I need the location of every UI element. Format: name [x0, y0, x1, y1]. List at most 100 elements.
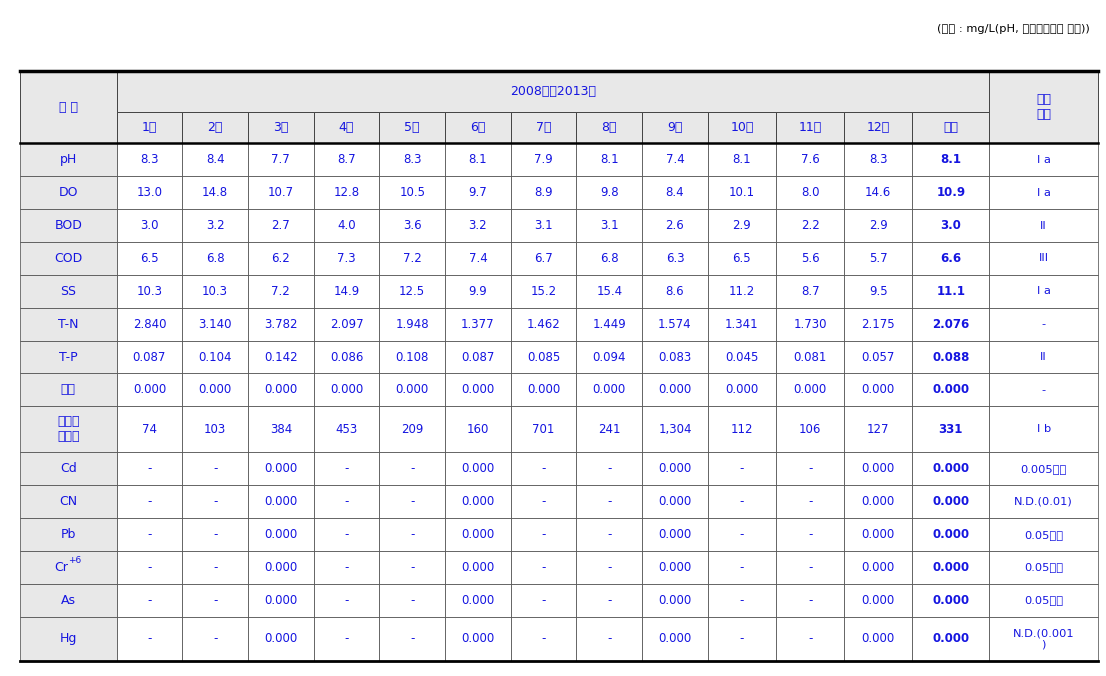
Text: 8.6: 8.6	[666, 285, 685, 297]
Text: 9.9: 9.9	[469, 285, 488, 297]
Bar	[20, 373, 116, 406]
Text: -: -	[807, 496, 812, 508]
Text: 6.7: 6.7	[534, 252, 553, 265]
Text: -: -	[807, 633, 812, 646]
Text: 0.005이하: 0.005이하	[1021, 464, 1067, 474]
Text: 6월: 6월	[470, 121, 486, 135]
Bar	[776, 176, 844, 209]
Text: 0.05이하: 0.05이하	[1024, 596, 1063, 605]
Text: 0.000: 0.000	[658, 594, 691, 607]
Text: 2.2: 2.2	[801, 219, 820, 232]
Bar	[182, 341, 248, 373]
Text: 15.2: 15.2	[531, 285, 556, 297]
Text: 페놀: 페놀	[61, 383, 75, 396]
Text: 106: 106	[799, 423, 822, 436]
Text: Pb: Pb	[61, 528, 76, 541]
Text: -: -	[807, 561, 812, 574]
Text: 127: 127	[867, 423, 889, 436]
Bar	[844, 551, 912, 584]
Bar	[20, 584, 116, 617]
Bar	[912, 209, 989, 242]
Text: 160: 160	[467, 423, 489, 436]
Bar	[844, 341, 912, 373]
Text: 1.377: 1.377	[461, 318, 494, 331]
Bar	[20, 242, 116, 275]
Text: -: -	[344, 496, 348, 508]
Text: 12월: 12월	[867, 121, 890, 135]
Text: 10월: 10월	[730, 121, 753, 135]
Text: T-P: T-P	[59, 351, 77, 364]
Text: 0.000: 0.000	[461, 462, 494, 475]
Text: 14.9: 14.9	[333, 285, 359, 297]
Bar	[445, 617, 511, 661]
Text: 0.000: 0.000	[658, 561, 691, 574]
Bar	[576, 112, 643, 143]
Text: -: -	[213, 594, 217, 607]
Bar	[445, 406, 511, 452]
Bar	[314, 617, 379, 661]
Text: -: -	[410, 633, 415, 646]
Text: 14.6: 14.6	[865, 186, 891, 199]
Bar	[248, 406, 314, 452]
Bar	[379, 143, 445, 176]
Bar	[989, 452, 1098, 485]
Text: 7.2: 7.2	[271, 285, 290, 297]
Bar	[643, 112, 708, 143]
Bar	[844, 143, 912, 176]
Bar	[989, 308, 1098, 341]
Text: -: -	[807, 594, 812, 607]
Text: 3.782: 3.782	[264, 318, 298, 331]
Bar	[379, 518, 445, 551]
Bar	[20, 518, 116, 551]
Bar	[20, 406, 116, 452]
Text: 11월: 11월	[799, 121, 822, 135]
Text: -: -	[542, 633, 545, 646]
Text: 8.1: 8.1	[599, 153, 618, 166]
Text: 0.085: 0.085	[526, 351, 561, 364]
Bar	[182, 308, 248, 341]
Bar	[576, 209, 643, 242]
Text: 2.6: 2.6	[666, 219, 685, 232]
Text: 0.000: 0.000	[658, 496, 691, 508]
Text: 1.341: 1.341	[726, 318, 759, 331]
Bar	[776, 308, 844, 341]
Text: 0.000: 0.000	[133, 383, 166, 396]
Text: 8월: 8월	[602, 121, 617, 135]
Text: SS: SS	[60, 285, 76, 297]
Text: 209: 209	[401, 423, 424, 436]
Text: 7.4: 7.4	[666, 153, 685, 166]
Text: N.D.(0.001
): N.D.(0.001 )	[1013, 628, 1075, 650]
Bar	[248, 242, 314, 275]
Text: 평균: 평균	[943, 121, 958, 135]
Text: 0.000: 0.000	[862, 633, 895, 646]
Text: 0.000: 0.000	[658, 383, 691, 396]
Text: 0.000: 0.000	[264, 462, 298, 475]
Text: +6: +6	[69, 556, 82, 564]
Bar	[379, 584, 445, 617]
Bar	[182, 551, 248, 584]
Text: 1.948: 1.948	[395, 318, 429, 331]
Text: 5월: 5월	[405, 121, 420, 135]
Bar	[511, 341, 576, 373]
Text: 3.1: 3.1	[599, 219, 618, 232]
Bar	[643, 584, 708, 617]
Bar	[445, 209, 511, 242]
Text: 12.5: 12.5	[399, 285, 426, 297]
Text: 0.000: 0.000	[932, 528, 969, 541]
Bar	[314, 308, 379, 341]
Bar	[511, 308, 576, 341]
Bar	[511, 242, 576, 275]
Text: 3.2: 3.2	[206, 219, 225, 232]
Text: 0.000: 0.000	[396, 383, 429, 396]
Bar	[511, 275, 576, 308]
Text: 환경
기준: 환경 기준	[1036, 93, 1051, 121]
Bar	[445, 518, 511, 551]
Bar	[912, 112, 989, 143]
Bar	[511, 209, 576, 242]
Text: 2.175: 2.175	[862, 318, 895, 331]
Text: -: -	[213, 561, 217, 574]
Text: 0.000: 0.000	[658, 462, 691, 475]
Text: 6.5: 6.5	[140, 252, 159, 265]
Bar	[989, 275, 1098, 308]
Bar	[776, 341, 844, 373]
